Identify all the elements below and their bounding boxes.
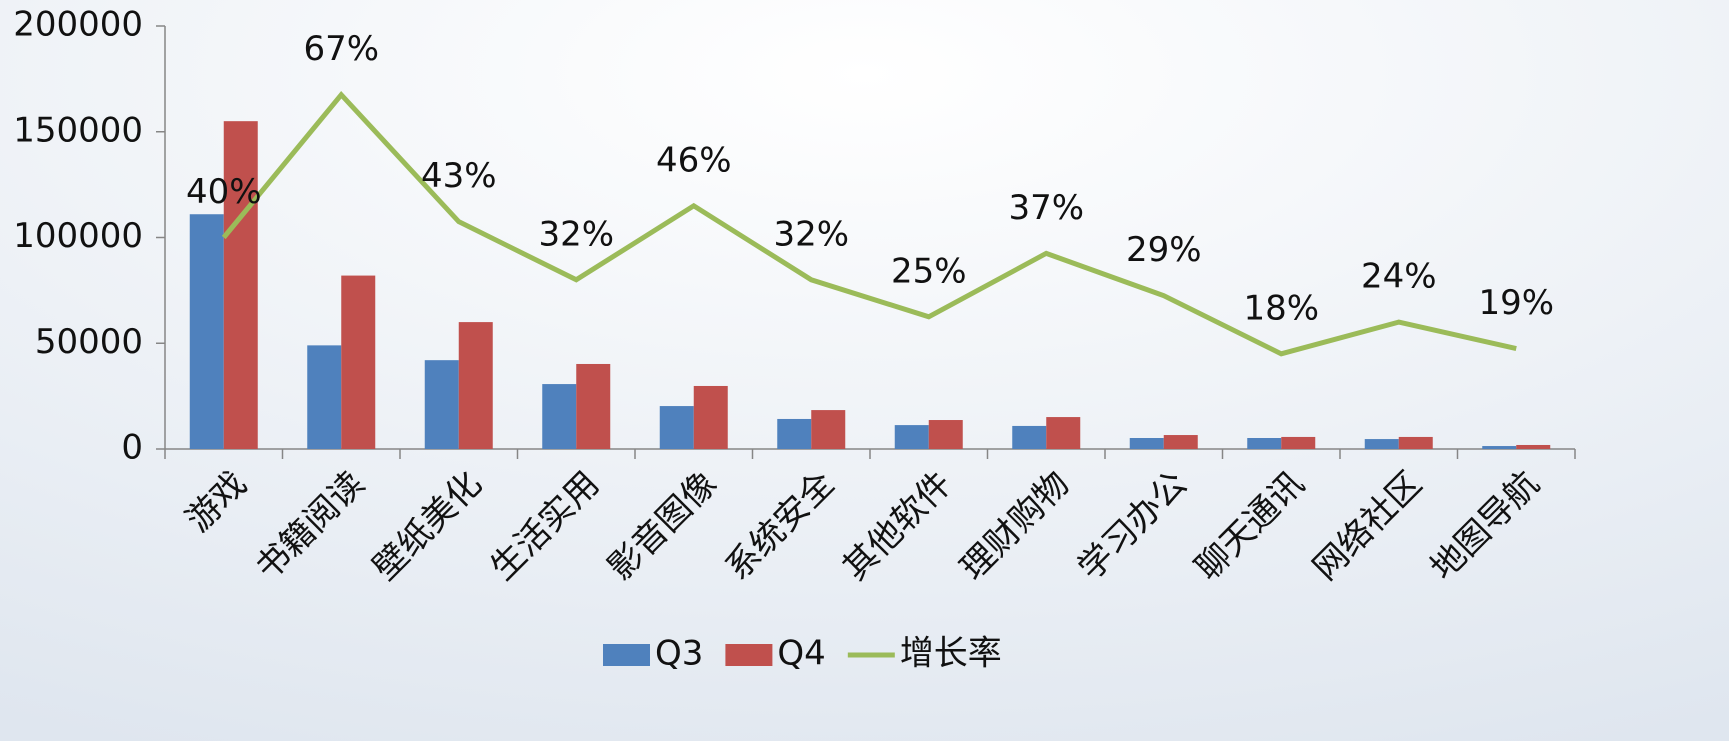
legend-label: Q3: [655, 634, 703, 674]
bar: [1012, 425, 1047, 449]
y-tick-label: 0: [121, 428, 143, 468]
data-label: 25%: [891, 251, 967, 291]
bar: [1398, 436, 1433, 449]
bar: [424, 360, 459, 449]
data-label: 32%: [538, 214, 614, 254]
data-label: 43%: [421, 156, 497, 196]
bar: [777, 418, 812, 449]
data-label: 24%: [1361, 257, 1437, 297]
data-label: 67%: [303, 29, 379, 69]
y-tick-label: 50000: [35, 322, 143, 362]
bar: [307, 345, 342, 449]
data-label: 40%: [186, 172, 262, 212]
bar: [1163, 435, 1198, 449]
bar: [1046, 417, 1081, 449]
bar: [659, 406, 694, 449]
bar: [894, 425, 929, 449]
data-label: 37%: [1008, 188, 1084, 228]
y-tick-label: 200000: [13, 5, 143, 45]
bar: [928, 420, 963, 449]
legend-swatch: [603, 644, 650, 666]
bar: [1516, 444, 1551, 449]
bar: [693, 385, 728, 449]
bar: [458, 322, 493, 449]
bar: [1364, 439, 1399, 449]
bar: [223, 121, 258, 450]
legend-label: 增长率: [900, 634, 1002, 674]
data-label: 29%: [1126, 230, 1202, 270]
bar: [1129, 438, 1164, 449]
line: [221, 90, 1517, 357]
bar: [1247, 438, 1282, 449]
bar: [542, 384, 577, 449]
bar: [1482, 446, 1517, 449]
legend-swatch: [725, 644, 773, 666]
data-label: 32%: [773, 214, 849, 254]
bar: [341, 275, 376, 449]
data-label: 19%: [1478, 283, 1554, 323]
y-tick-label: 150000: [13, 110, 143, 150]
bar: [811, 410, 846, 449]
y-tick-label: 100000: [13, 216, 143, 256]
data-label: 18%: [1243, 288, 1319, 328]
bar: [576, 363, 611, 449]
bar: [1281, 436, 1316, 449]
data-label: 46%: [656, 140, 732, 180]
bar: [189, 214, 224, 449]
legend-label: Q4: [777, 634, 825, 674]
